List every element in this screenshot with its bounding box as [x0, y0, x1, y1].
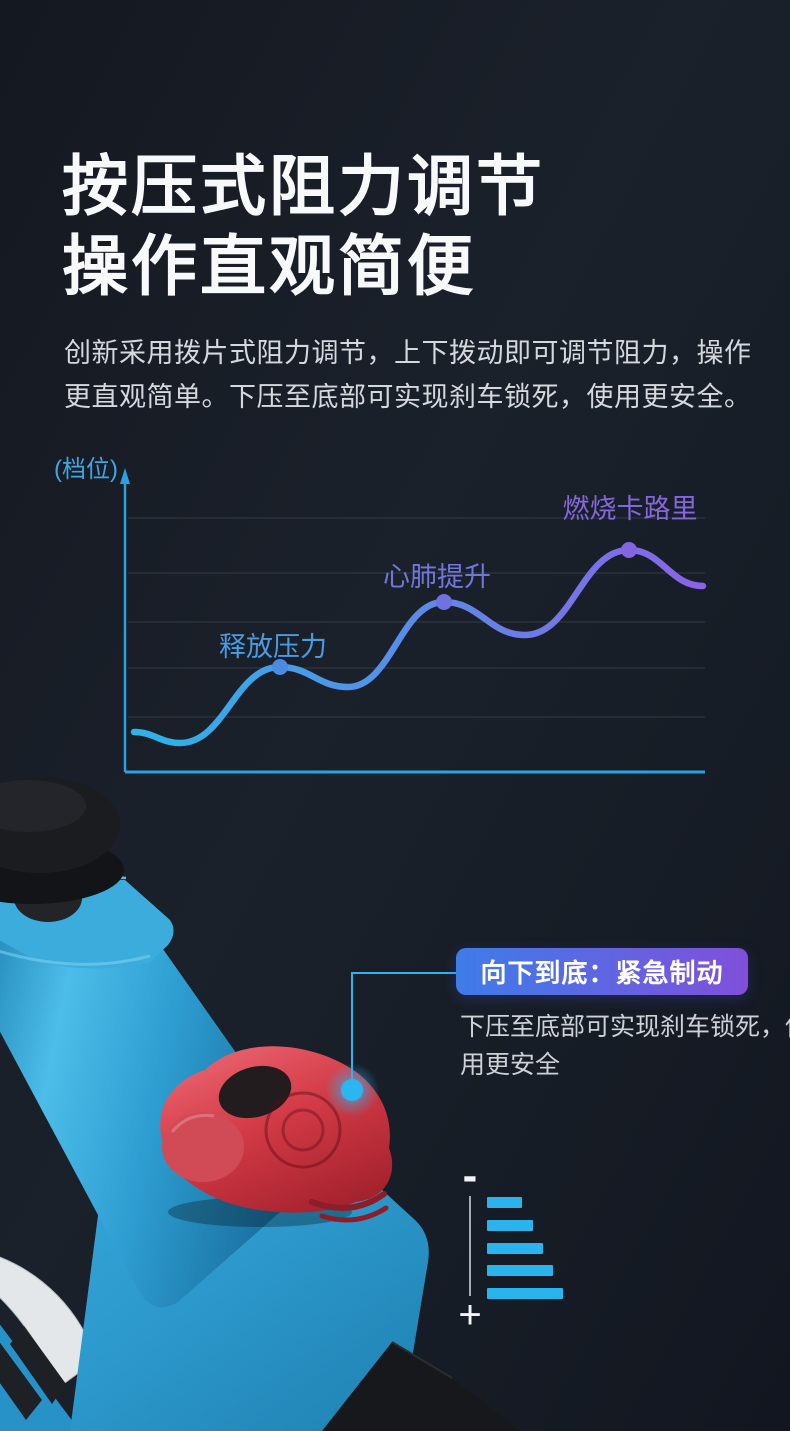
- intro-paragraph: 创新采用拨片式阻力调节，上下拨动即可调节阻力，操作 更直观简单。下压至底部可实现…: [64, 331, 752, 419]
- minus-label: -: [463, 1160, 478, 1200]
- resistance-bar: [487, 1243, 543, 1254]
- curve-point-3: [621, 542, 637, 558]
- plus-label: +: [458, 1293, 481, 1337]
- lever-logo-emboss: [264, 1091, 342, 1169]
- frame-base: [322, 1341, 520, 1431]
- resistance-indicator: - +: [458, 1160, 563, 1337]
- product-photo: [0, 777, 520, 1431]
- y-axis-label: (档位): [54, 456, 118, 483]
- flywheel-rim: [0, 1256, 97, 1389]
- gear-curve: [130, 546, 707, 747]
- curve-point-1: [272, 659, 288, 675]
- intro-line-1: 创新采用拨片式阻力调节，上下拨动即可调节阻力，操作: [64, 338, 752, 368]
- lever-glow-dot: [341, 1079, 363, 1101]
- curve-label-burn-calories: 燃烧卡路里: [563, 494, 698, 524]
- curve-point-2: [436, 594, 452, 610]
- callout-title: 向下到底：紧急制动: [480, 958, 724, 988]
- resistance-bar: [487, 1220, 533, 1231]
- callout-pill: 向下到底：紧急制动: [456, 948, 748, 995]
- page-title-line-1: 按压式阻力调节: [62, 149, 545, 223]
- intro-line-2: 更直观简单。下压至底部可实现刹车锁死，使用更安全。: [64, 382, 752, 412]
- flywheel-spokes: [0, 1324, 80, 1431]
- page-title: 按压式阻力调节 操作直观简便: [62, 146, 545, 306]
- handle-knob: [0, 777, 124, 922]
- lever-clamp-opening: [218, 1065, 292, 1119]
- resistance-bar: [487, 1265, 553, 1276]
- resistance-bar: [487, 1288, 563, 1299]
- curve-label-cardio-boost: 心肺提升: [383, 562, 491, 592]
- callout-description: 下压至底部可实现刹车锁死，使用更安全: [460, 1013, 790, 1079]
- callout-connector-line: [351, 972, 458, 1090]
- page-title-line-2: 操作直观简便: [62, 229, 476, 303]
- gear-level-chart: (档位) 释放压力 心肺提升 燃烧卡路里: [54, 456, 707, 774]
- resistance-bar: [487, 1197, 522, 1208]
- y-axis-arrow-icon: [120, 468, 130, 484]
- curve-label-release-pressure: 释放压力: [219, 632, 327, 662]
- resistance-scale-line: [469, 1196, 471, 1296]
